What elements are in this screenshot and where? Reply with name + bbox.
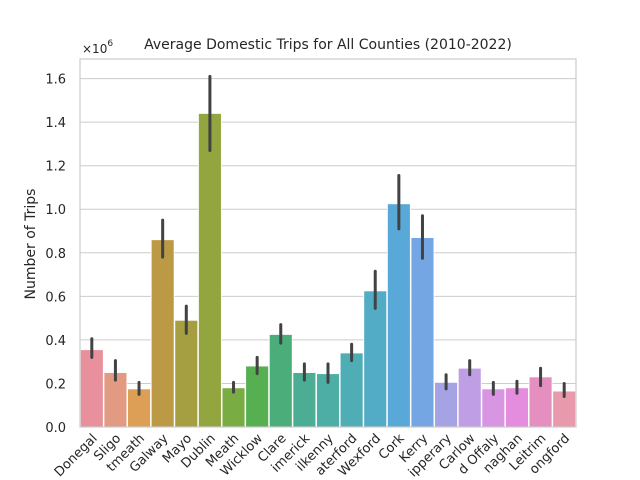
y-tick-label: 1.2 xyxy=(45,160,66,175)
bar-dublin xyxy=(198,113,222,428)
scale-exponent: 6 xyxy=(107,39,113,49)
y-tick-label: 1.4 xyxy=(45,116,66,131)
bar-carlow xyxy=(457,367,482,428)
y-tick-labels: 0.0 0.2 0.4 0.6 0.8 1.0 1.2 1.4 1.6 xyxy=(45,73,66,436)
y-tick-label: 0.2 xyxy=(45,377,66,392)
y-tick-label: 0.8 xyxy=(45,247,66,262)
scale-multiplier: ×106 xyxy=(82,39,113,56)
error-bars xyxy=(90,74,566,399)
y-tick-label: 0.0 xyxy=(45,421,66,436)
bar-wexford xyxy=(363,290,388,428)
y-tick-label: 1.0 xyxy=(45,203,66,218)
y-tick-label: 0.4 xyxy=(45,334,66,349)
bar-galway xyxy=(150,239,175,428)
bars xyxy=(79,113,577,428)
chart-title: Average Domestic Trips for All Counties … xyxy=(144,37,512,53)
bar-mayo xyxy=(174,319,199,428)
x-tick-labels: DonegalSligotmeathGalwayMayoDublinMeathW… xyxy=(52,431,573,480)
plot-frame xyxy=(79,58,577,428)
y-tick-label: 1.6 xyxy=(45,73,66,88)
bar-clare xyxy=(268,334,293,428)
scale-base: ×10 xyxy=(82,42,107,56)
bar-meath xyxy=(221,387,246,428)
bar-kerry xyxy=(410,237,435,428)
bar-waterford xyxy=(339,352,364,428)
bar-cork xyxy=(387,203,411,428)
y-axis-label: Number of Trips xyxy=(23,189,39,300)
bar-wicklow xyxy=(245,365,269,428)
bar-donegal xyxy=(79,349,104,428)
y-tick-label: 0.6 xyxy=(45,290,66,305)
